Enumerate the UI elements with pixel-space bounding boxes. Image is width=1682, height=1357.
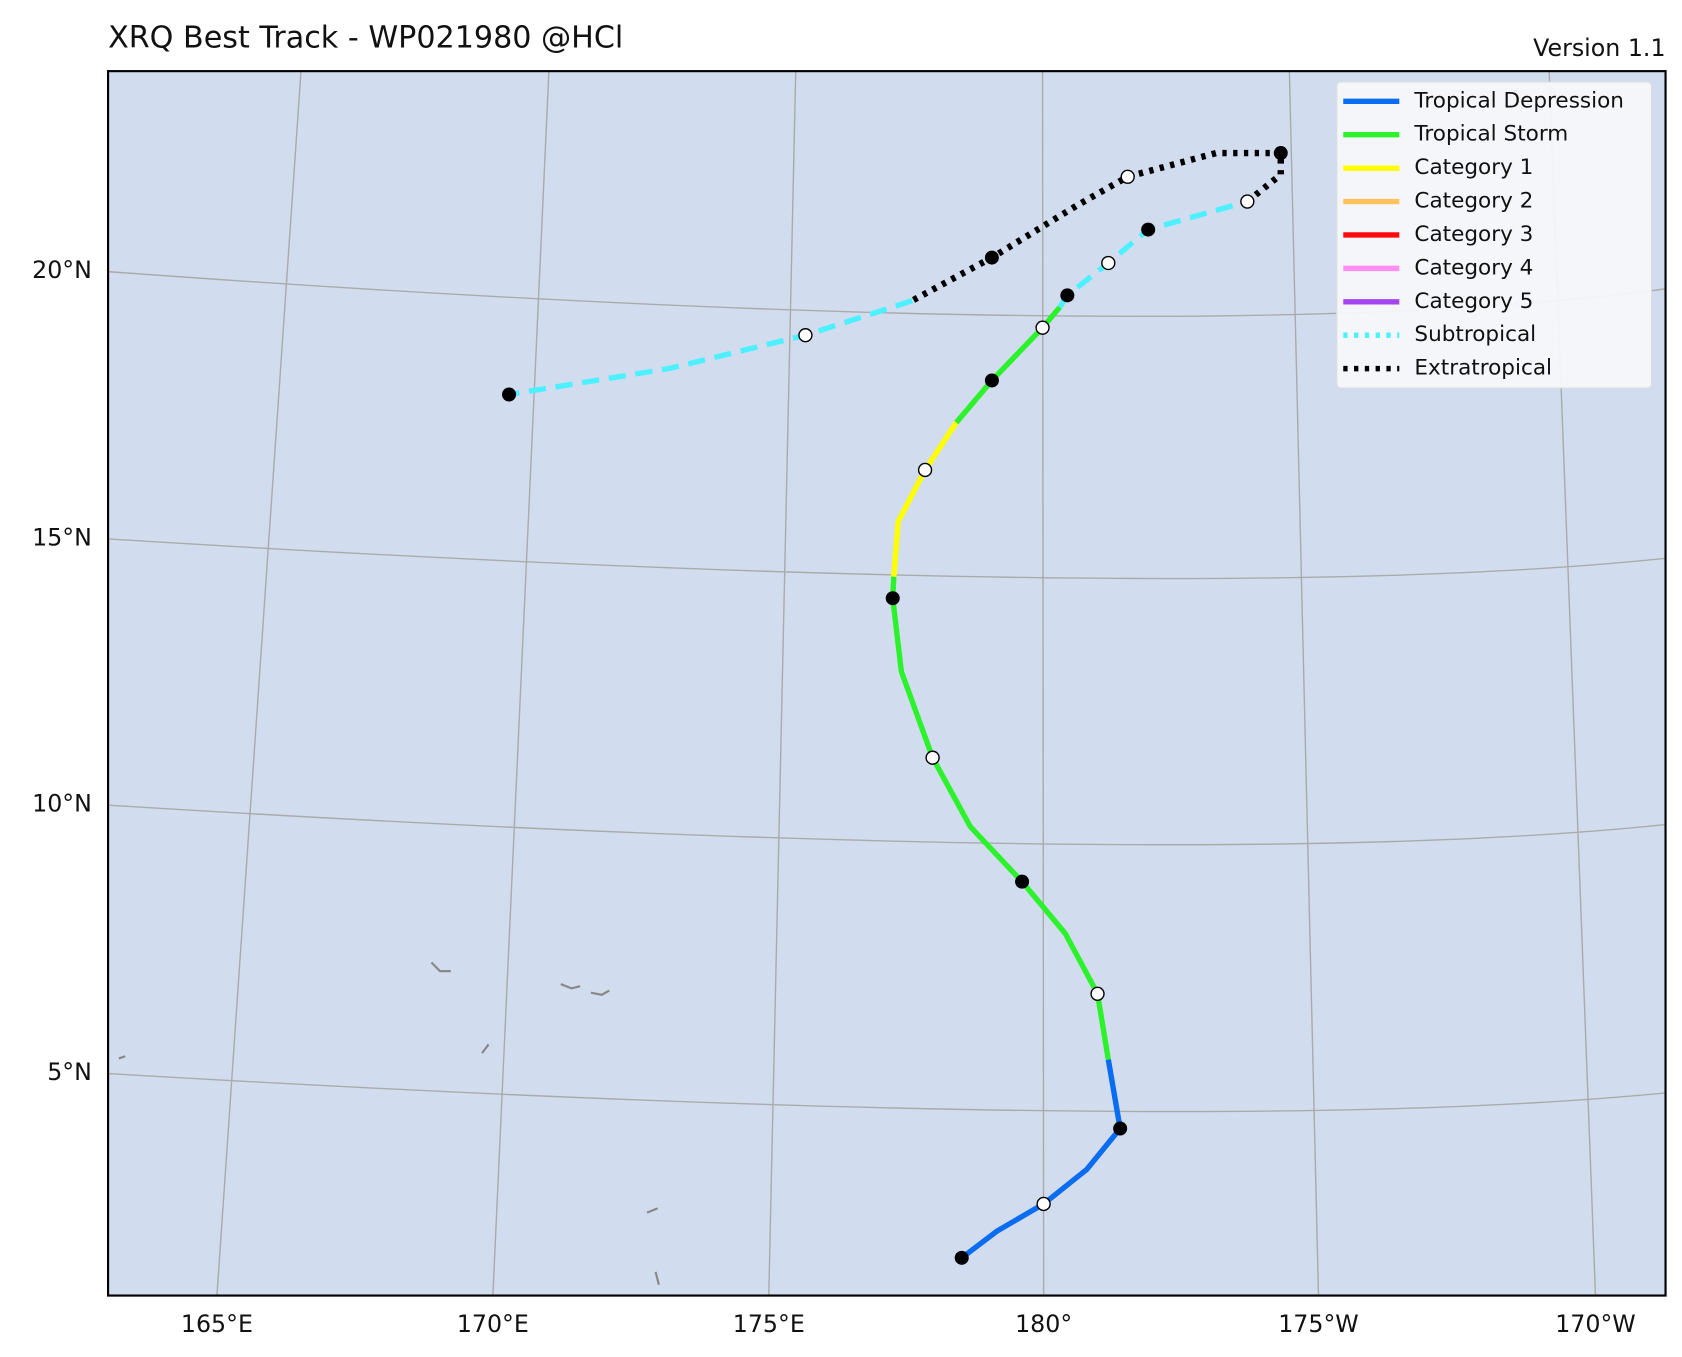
- track-segment: [910, 149, 1284, 304]
- track-segment: [508, 298, 913, 398]
- legend-label: Category 2: [1414, 189, 1533, 214]
- title: XRQ Best Track - WP021980 @HCl: [108, 20, 623, 55]
- track-point: [954, 1250, 969, 1265]
- track-point: [1036, 1196, 1051, 1212]
- legend-label: Tropical Storm: [1413, 122, 1568, 147]
- track-point: [925, 750, 940, 765]
- track-point: [1015, 874, 1030, 889]
- legend-box: [1336, 81, 1653, 389]
- track-point: [1035, 320, 1050, 335]
- lon-label: 180°: [1015, 1310, 1072, 1338]
- lat-label: 20°N: [32, 256, 92, 284]
- track-segment: [891, 421, 959, 577]
- islands: [118, 961, 660, 1286]
- legend-label: Extratropical: [1414, 356, 1552, 381]
- lon-line: [492, 71, 550, 1296]
- track-point: [502, 387, 517, 402]
- lon-label: 175°E: [733, 1310, 805, 1338]
- track-point: [1060, 288, 1075, 303]
- coastline: [118, 961, 660, 1286]
- lon-line: [1288, 71, 1320, 1296]
- track-segment: [954, 305, 1062, 425]
- legend-label: Subtropical: [1414, 322, 1536, 347]
- track-point: [1273, 146, 1288, 161]
- axis-labels: 165°E 170°E 175°E 180° 175°W 170°W 20°N 15°N 10°…: [32, 256, 1636, 1338]
- track-point: [1090, 986, 1105, 1001]
- lat-label: 5°N: [47, 1058, 92, 1086]
- track: [502, 146, 1288, 1265]
- lon-label: 170°W: [1555, 1310, 1636, 1338]
- track-point: [984, 373, 999, 388]
- track-point: [1113, 1121, 1128, 1136]
- lon-line: [216, 71, 302, 1296]
- track-point: [1240, 194, 1255, 209]
- lon-label: 165°E: [181, 1310, 253, 1338]
- legend: Tropical Depression Tropical Storm Categor…: [1336, 81, 1653, 389]
- track-point: [798, 328, 813, 343]
- track-point: [1101, 255, 1116, 271]
- lon-label: 175°W: [1278, 1310, 1359, 1338]
- lat-label: 15°N: [32, 523, 92, 551]
- version: Version 1.1: [1533, 34, 1665, 62]
- map-frame: [106, 70, 1667, 1297]
- legend-label: Category 4: [1414, 255, 1533, 280]
- lon-label: 170°E: [457, 1310, 529, 1338]
- track-point: [917, 462, 933, 478]
- track-point: [984, 250, 999, 265]
- track-point: [1141, 222, 1156, 237]
- legend-label: Category 5: [1414, 289, 1533, 314]
- track-point: [1120, 169, 1135, 184]
- track-segment: [890, 576, 1111, 1060]
- legend-label: Category 1: [1414, 155, 1533, 180]
- graticule: [108, 71, 1666, 1296]
- lon-line: [1041, 71, 1045, 1296]
- legend-label: Tropical Depression: [1413, 88, 1624, 113]
- track-segment: [960, 1059, 1123, 1260]
- lat-label: 10°N: [32, 790, 92, 818]
- lon-line: [768, 71, 797, 1296]
- legend-label: Category 3: [1414, 222, 1533, 247]
- track-point: [885, 591, 900, 606]
